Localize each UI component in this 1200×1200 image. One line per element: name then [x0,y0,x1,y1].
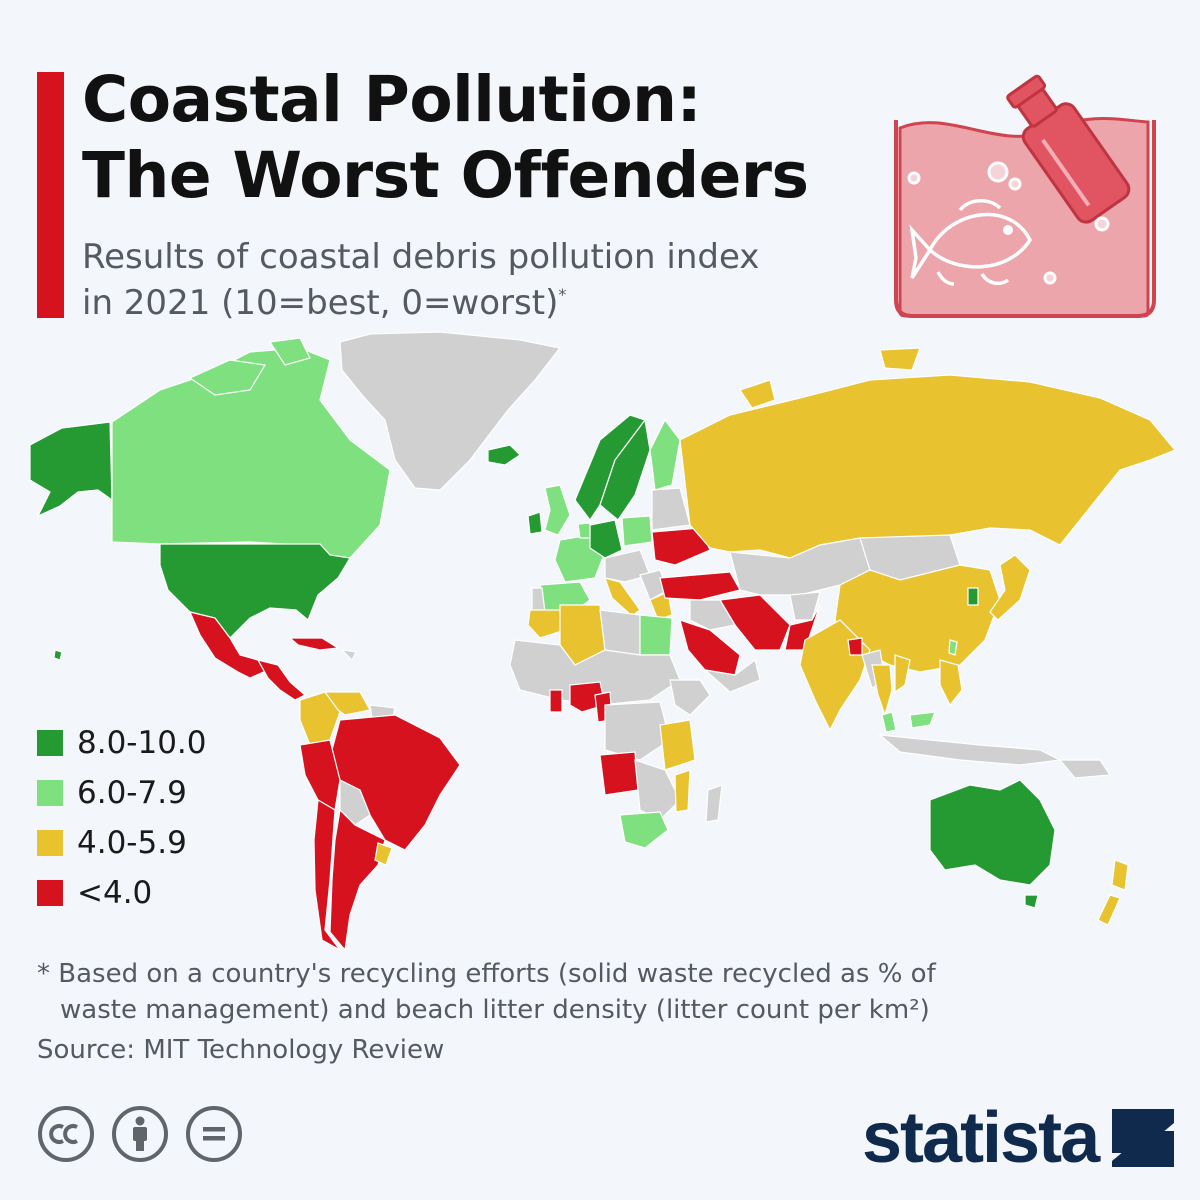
map-caribbean [340,649,357,662]
legend-swatch [37,780,63,806]
no-derivatives-icon[interactable] [185,1105,243,1163]
map-madagascar [705,784,723,823]
footnote-line-1: * Based on a country's recycling efforts… [37,959,936,989]
map-egypt [639,614,673,656]
map-canada [111,347,391,559]
subtitle: Results of coastal debris pollution inde… [82,234,759,326]
legend-swatch [37,730,63,756]
legend-label: 8.0-10.0 [77,725,207,761]
map-ukraine [651,527,711,566]
source-text: Source: MIT Technology Review [37,1035,445,1065]
map-pakistan [784,604,821,651]
map-uruguay [374,842,393,866]
map-south-korea [967,587,979,606]
map-russia [679,374,1176,559]
map-malaysia [881,711,936,733]
map-alaska [29,421,113,518]
map-bolivia [339,779,371,826]
map-turkey [659,571,741,601]
legend: 8.0-10.0 6.0-7.9 4.0-5.9 <4.0 [37,718,207,918]
map-west-africa-red [549,689,563,713]
map-iraq-syria [689,599,736,631]
accent-bar [37,72,64,318]
subtitle-line-2-text: in 2021 (10=best, 0=worst) [82,283,559,323]
map-vietnam [894,654,911,694]
map-new-zealand [1097,859,1129,926]
map-tasmania [1024,894,1039,909]
cc-icon[interactable] [37,1105,95,1163]
map-netherlands [577,522,591,539]
map-indonesia [878,734,1063,766]
map-russia-islands [739,347,921,409]
map-portugal [531,587,546,613]
map-ireland [527,511,543,535]
subtitle-line-1: Results of coastal debris pollution inde… [82,237,760,277]
map-uk [544,484,571,536]
footnote: * Based on a country's recycling efforts… [37,956,936,1028]
map-australia [929,779,1056,886]
footnote-line-2: waste management) and beach litter densi… [60,995,930,1025]
map-venezuela [323,691,371,716]
legend-swatch [37,880,63,906]
map-poland [621,515,653,547]
map-southern-africa [634,759,681,821]
map-finland [649,418,681,491]
map-morocco [527,609,566,639]
map-yemen-oman [703,658,761,693]
statista-logo[interactable]: statista [862,1098,1175,1178]
map-philippines [939,659,963,707]
brand-name: statista [862,1098,1100,1178]
license-icons [37,1105,243,1163]
title-line-2: The Worst Offenders [82,139,809,212]
map-mozambique [674,769,691,813]
title: Coastal Pollution: The Worst Offenders [82,62,809,214]
map-taiwan [948,639,958,656]
map-central-africa [604,701,671,761]
map-italy [604,577,641,617]
legend-label: <4.0 [77,875,153,911]
legend-item: 4.0-5.9 [37,818,207,868]
map-cuba [288,637,340,651]
statista-logo-icon [1112,1109,1175,1167]
world-map [29,331,1176,952]
map-argentina [329,808,386,952]
map-libya [599,609,641,656]
bottle-in-water-with-fish-icon [894,74,1156,318]
map-greece [649,591,673,621]
map-chile [313,799,341,951]
map-papua [1058,759,1112,779]
map-greenland [339,331,562,491]
map-iceland [487,444,521,466]
subtitle-line-2: in 2021 (10=best, 0=worst)* [82,280,759,326]
map-bangladesh [847,637,863,656]
legend-item: 8.0-10.0 [37,718,207,768]
map-central-america [256,659,307,701]
legend-item: 6.0-7.9 [37,768,207,818]
legend-swatch [37,830,63,856]
map-angola [599,751,639,796]
legend-label: 4.0-5.9 [77,825,187,861]
map-kenya-tanzania [659,719,696,771]
map-arctic-islands [188,337,311,396]
map-usa [159,543,351,639]
map-germany [589,519,623,559]
map-thailand [871,664,893,717]
map-south-africa [619,811,669,849]
legend-label: 6.0-7.9 [77,775,187,811]
map-horn-africa [669,679,711,716]
map-hawaii [53,649,63,661]
title-line-1: Coastal Pollution: [82,63,702,136]
map-baltics [651,487,691,531]
subtitle-asterisk: * [558,285,567,304]
map-japan [989,554,1031,621]
legend-item: <4.0 [37,868,207,918]
attribution-icon[interactable] [111,1105,169,1163]
map-central-europe [604,549,651,583]
